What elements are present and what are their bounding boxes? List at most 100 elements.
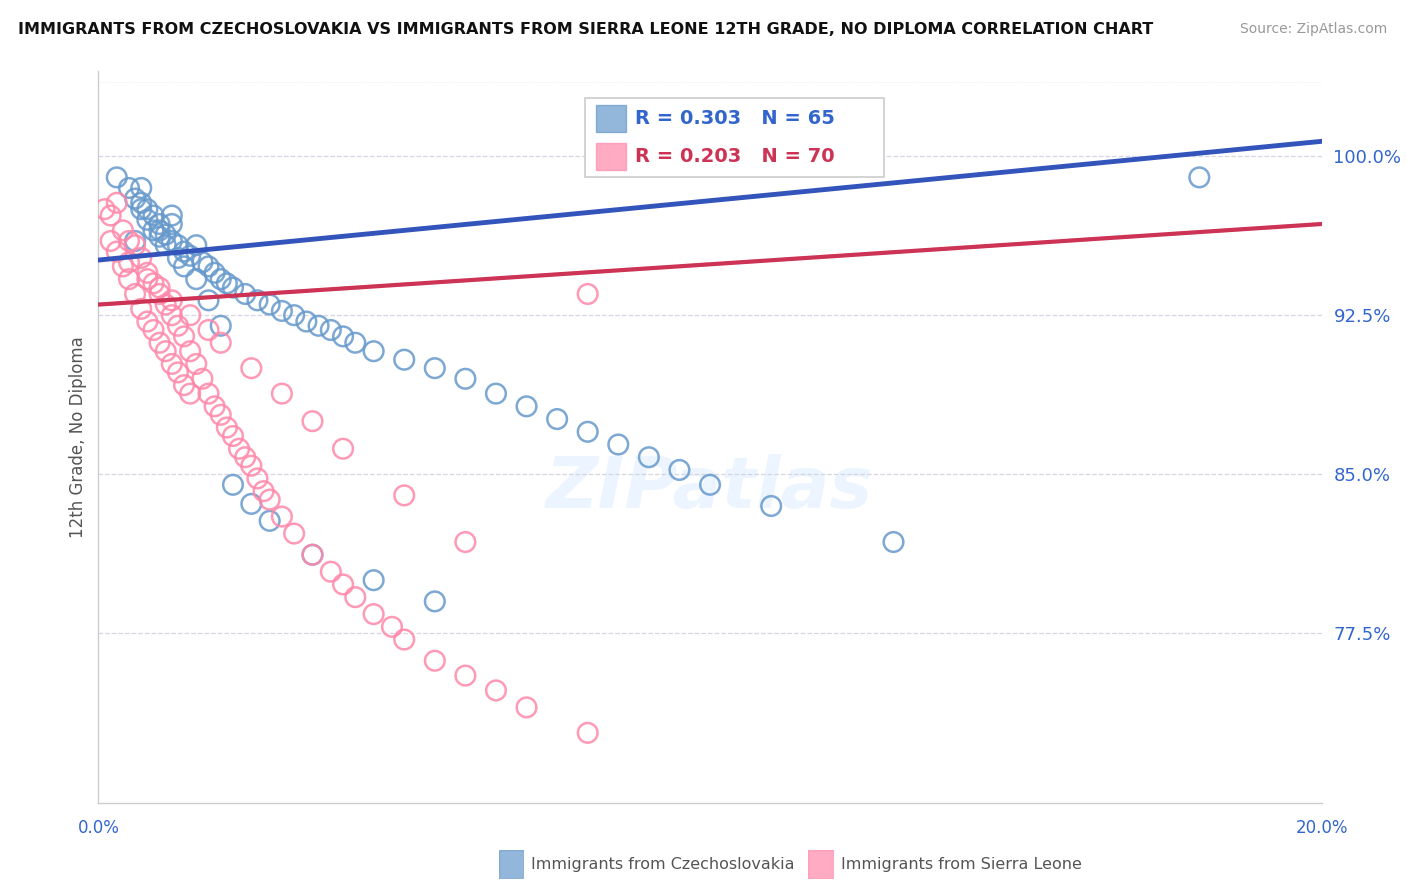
Point: [118, 234, 141, 248]
Point: [759, 499, 782, 513]
Point: [668, 463, 690, 477]
Point: [363, 573, 385, 587]
Point: [423, 654, 446, 668]
Point: [167, 318, 190, 333]
Point: [516, 400, 538, 414]
Point: [270, 386, 292, 401]
Point: [124, 238, 146, 252]
Point: [301, 548, 323, 562]
Point: [111, 223, 134, 237]
Point: [516, 700, 538, 714]
Bar: [596, 104, 626, 132]
Y-axis label: 12th Grade, No Diploma: 12th Grade, No Diploma: [69, 336, 87, 538]
Point: [215, 277, 238, 291]
Point: [270, 304, 292, 318]
Point: [215, 420, 238, 434]
Point: [233, 450, 256, 465]
Point: [197, 293, 219, 308]
Point: [222, 429, 245, 443]
Point: [136, 266, 159, 280]
Text: Source: ZipAtlas.com: Source: ZipAtlas.com: [1240, 22, 1388, 37]
Point: [246, 471, 269, 485]
Point: [197, 323, 219, 337]
Point: [155, 297, 177, 311]
Point: [105, 244, 128, 259]
Point: [105, 195, 128, 210]
Text: R = 0.303   N = 65: R = 0.303 N = 65: [636, 109, 835, 128]
Point: [240, 497, 263, 511]
Point: [485, 683, 508, 698]
Point: [454, 668, 477, 682]
Point: [129, 195, 152, 210]
Point: [142, 323, 165, 337]
Point: [160, 308, 183, 322]
Point: [576, 287, 599, 301]
Point: [118, 181, 141, 195]
Point: [381, 620, 404, 634]
Point: [485, 386, 508, 401]
Point: [308, 318, 330, 333]
Point: [136, 272, 159, 286]
Point: [301, 548, 323, 562]
Point: [344, 590, 367, 604]
Point: [118, 255, 141, 269]
Point: [167, 366, 190, 380]
Point: [191, 255, 214, 269]
Point: [149, 217, 172, 231]
Point: [136, 314, 159, 328]
Point: [240, 458, 263, 473]
Point: [454, 535, 477, 549]
Text: ZIPatlas: ZIPatlas: [547, 454, 873, 523]
Point: [252, 484, 274, 499]
Point: [344, 335, 367, 350]
Point: [546, 412, 568, 426]
Point: [246, 293, 269, 308]
Text: Immigrants from Czechoslovakia: Immigrants from Czechoslovakia: [531, 857, 794, 871]
Text: 20.0%: 20.0%: [1295, 819, 1348, 837]
Point: [423, 594, 446, 608]
Text: IMMIGRANTS FROM CZECHOSLOVAKIA VS IMMIGRANTS FROM SIERRA LEONE 12TH GRADE, NO DI: IMMIGRANTS FROM CZECHOSLOVAKIA VS IMMIGR…: [18, 22, 1153, 37]
FancyBboxPatch shape: [585, 98, 884, 177]
Point: [155, 238, 177, 252]
Point: [228, 442, 250, 456]
Point: [392, 632, 416, 647]
Point: [149, 335, 172, 350]
Point: [136, 212, 159, 227]
Point: [319, 565, 342, 579]
Point: [173, 244, 195, 259]
Point: [160, 293, 183, 308]
Point: [301, 414, 323, 428]
Point: [167, 238, 190, 252]
Point: [186, 357, 208, 371]
Point: [233, 287, 256, 301]
Point: [332, 577, 354, 591]
Point: [186, 272, 208, 286]
Point: [209, 318, 232, 333]
Point: [222, 280, 245, 294]
Point: [173, 260, 195, 274]
Point: [883, 535, 905, 549]
Point: [423, 361, 446, 376]
Point: [576, 425, 599, 439]
Point: [332, 442, 354, 456]
Point: [155, 344, 177, 359]
Point: [179, 344, 201, 359]
Point: [332, 329, 354, 343]
Point: [179, 386, 201, 401]
Point: [204, 266, 226, 280]
Point: [179, 308, 201, 322]
Point: [1188, 170, 1211, 185]
Point: [124, 287, 146, 301]
Point: [283, 308, 305, 322]
Point: [129, 202, 152, 216]
Point: [100, 209, 122, 223]
Point: [209, 335, 232, 350]
Point: [454, 372, 477, 386]
Point: [160, 234, 183, 248]
Point: [155, 227, 177, 242]
Point: [363, 344, 385, 359]
Point: [167, 251, 190, 265]
Point: [259, 297, 281, 311]
Point: [191, 372, 214, 386]
Point: [149, 280, 172, 294]
